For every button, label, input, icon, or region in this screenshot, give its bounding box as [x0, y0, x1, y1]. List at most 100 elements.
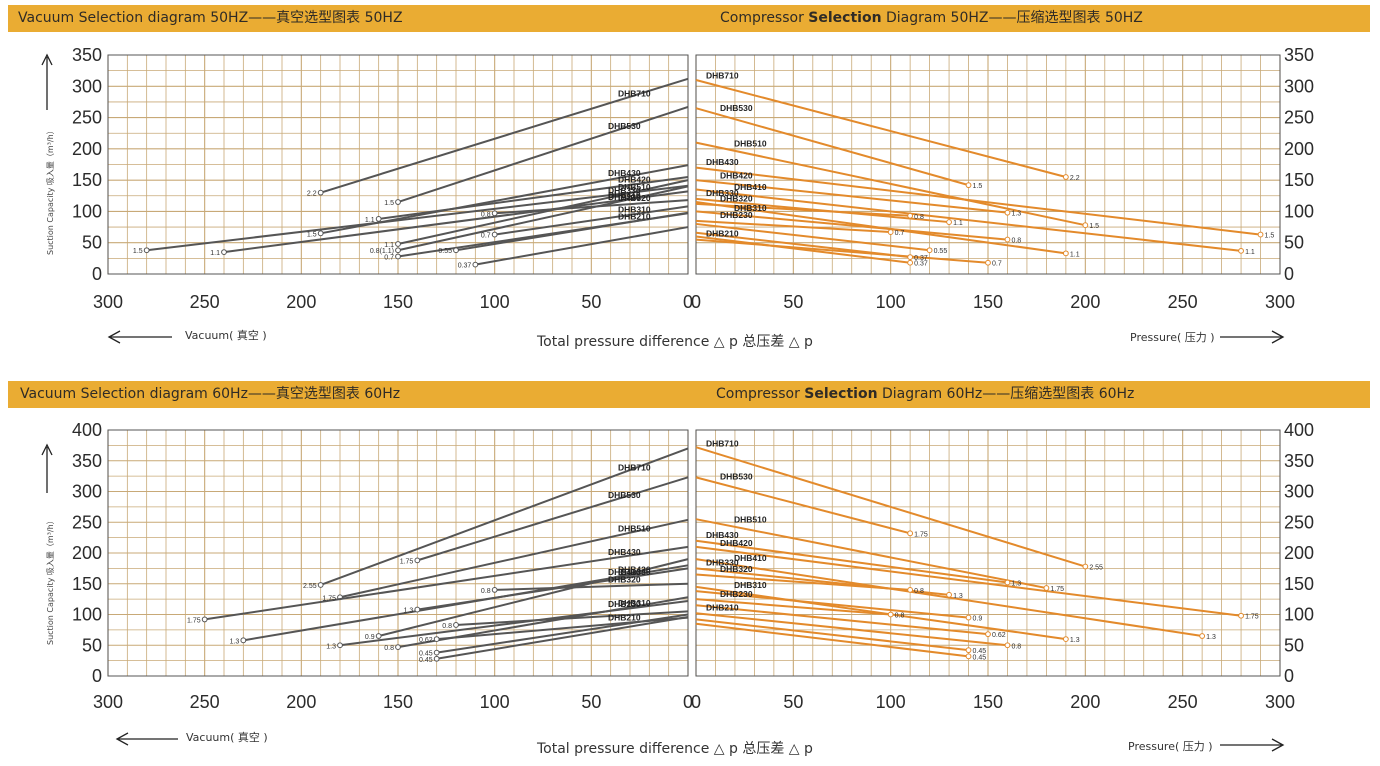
- panel2-end-label-DHB530: 1.75: [400, 558, 414, 565]
- panel0-end-label-DHB410: 1.1: [210, 250, 220, 257]
- panel0-marker-DHB430: [317, 230, 324, 237]
- panel0-ytick: 250: [72, 108, 102, 128]
- bottom-compressor-header: Compressor Selection Diagram 60Hz——压缩选型图…: [698, 381, 1370, 408]
- panel3-end-label-DHB310b: 0.9: [973, 616, 983, 623]
- panel2-xtick: 50: [581, 692, 601, 712]
- panel3-end-label-DHB230b: 0.62: [992, 632, 1006, 639]
- panel1-marker-DHB230: [887, 229, 894, 235]
- panel0-ytick: 200: [72, 139, 102, 159]
- panel1-xtick: 200: [1070, 292, 1100, 312]
- top-ylabel: Suction Capacity 吸入量（m³/h）: [46, 126, 55, 255]
- top-vacuum-arrow-head: [107, 330, 121, 344]
- panel3-end-label-DHB410: 1.3: [1206, 634, 1216, 641]
- panel3-end-label-DHB430: 1.3: [1011, 581, 1021, 588]
- panel3-series-DHB310b: [695, 590, 969, 619]
- panel2-end-label-DHB320: 0.8: [481, 588, 491, 595]
- panel3-series-label-DHB710: DHB710: [706, 438, 739, 448]
- panel0-end-label-DHB430: 1.5: [307, 231, 317, 238]
- panel1-marker-DHB210b: [907, 254, 914, 261]
- panel2-series-label-DHB310: DHB310: [618, 598, 651, 608]
- panel3-ytick: 100: [1284, 605, 1314, 625]
- panel1-end-label-DHB320: 1.1: [1070, 251, 1080, 258]
- panel0-series-label-DHB710: DHB710: [618, 88, 651, 98]
- panel2-marker-DHB210b: [433, 655, 440, 662]
- panel2-marker-DHB330: [414, 606, 421, 613]
- panel1-series-DHB310b: [695, 202, 911, 217]
- panel0-xtick: 50: [581, 292, 601, 312]
- bottom-yaxis-arrow-head: [41, 443, 53, 456]
- panel1-end-label-DHB310b: 0.8: [914, 214, 924, 221]
- panel1-series-label-DHB510: DHB510: [734, 139, 767, 149]
- panel2-series-DHB210c: [436, 613, 689, 654]
- panel3-series-DHB230b: [695, 604, 989, 636]
- panel0-series-DHB310: [494, 205, 689, 236]
- panel1-end-label-DHB210c: 0.37: [914, 261, 928, 268]
- panel3-marker-DHB310: [1062, 636, 1069, 642]
- panel0-ytick: 50: [82, 233, 102, 253]
- panel1-marker-DHB530: [965, 182, 972, 189]
- panel0-series-DHB410: [223, 190, 689, 254]
- panel2-end-label-DHB210c: 0.45: [419, 651, 433, 658]
- panel0-marker-DHB530: [395, 199, 401, 205]
- panel1-marker-DHB210c: [907, 259, 914, 266]
- panel3-end-label-DHB230: 0.8: [895, 613, 905, 620]
- panel1-marker-DHB420: [1004, 209, 1011, 216]
- panel0-marker-DHB320: [491, 210, 498, 217]
- panel1-xtick: 250: [1168, 292, 1198, 312]
- panel2-series-DHB310: [339, 599, 689, 647]
- panel0-series-label-DHB410: DHB410: [608, 190, 641, 200]
- panel1-end-label-DHB210: 0.7: [992, 261, 1002, 268]
- panel3-series-DHB210c: [695, 622, 969, 658]
- panel2-marker-DHB310: [337, 642, 343, 649]
- panel0-series-label-DHB530: DHB530: [608, 121, 641, 131]
- top-yaxis-arrow-head: [41, 53, 53, 66]
- panel3-ytick: 50: [1284, 635, 1304, 655]
- panel2-end-label-DHB330: 1.3: [404, 608, 414, 615]
- panel2-end-label-DHB230: 0.8: [384, 645, 394, 652]
- panel1-marker-DHB710: [1062, 174, 1069, 180]
- panel3-marker-DHB330: [946, 591, 952, 598]
- top-compressor-title-a: Compressor: [720, 10, 809, 26]
- panel0-ytick: 150: [72, 170, 102, 190]
- top-compressor-title-c: Diagram 50HZ——压缩选型图表 50HZ: [881, 10, 1143, 26]
- panel3-marker-DHB230: [887, 611, 894, 618]
- panel0-marker-DHB710: [317, 189, 324, 196]
- panel2-xtick: 150: [383, 692, 413, 712]
- panel0-xtick: 250: [190, 292, 220, 312]
- panel3-xtick: 100: [876, 692, 906, 712]
- panel1-end-label-DHB210b: 0.37: [914, 255, 928, 262]
- panel3-end-label-DHB320: 0.8: [914, 588, 924, 595]
- panel3-end-label-DHB330: 1.3: [953, 593, 963, 600]
- panel0-marker-DHB420: [375, 216, 382, 222]
- bottom-compressor-title: Compressor Selection Diagram 60Hz——压缩选型图…: [716, 381, 1134, 408]
- panel1-series-label-DHB210: DHB210: [706, 228, 739, 238]
- panel1-marker-DHB230b: [926, 247, 933, 254]
- panel0-end-label-DHB230: 0.8(1.1): [370, 248, 394, 255]
- panel1-xtick: 50: [783, 292, 803, 312]
- panel2-ytick: 300: [72, 482, 102, 502]
- panel1-marker-DHB410: [1238, 247, 1244, 254]
- panel1-marker-DHB310b: [907, 212, 914, 219]
- panel0-end-label-DHB230b: 0.55: [438, 248, 452, 255]
- panel1-series-DHB530: [695, 107, 969, 187]
- panel3-series-label-DHB310: DHB310: [734, 580, 767, 590]
- panel1-end-label-DHB230: 0.7: [895, 230, 905, 237]
- panel3-end-label-DHB210: 0.8: [1011, 643, 1021, 650]
- panel3-series-label-DHB430: DHB430: [706, 530, 739, 540]
- panel0-xtick: 0: [683, 292, 693, 312]
- panel3-series-label-DHB210: DHB210: [706, 602, 739, 612]
- panel3-marker-DHB410: [1199, 633, 1206, 639]
- bottom-vacuum-header: Vacuum Selection diagram 60Hz——真空选型图表 60…: [8, 381, 698, 408]
- panel1-series-DHB230: [695, 219, 891, 234]
- panel3-frame: [695, 429, 1281, 677]
- panel2-marker-DHB410: [240, 637, 247, 644]
- panel1-series-DHB310: [695, 210, 1008, 241]
- top-pressure-arrow-head: [1271, 330, 1285, 344]
- panel1-ytick: 0: [1284, 264, 1294, 284]
- panel0-series-DHB210b: [475, 226, 689, 266]
- panel2-marker-DHB430: [201, 616, 208, 623]
- bottom-vacuum-title: Vacuum Selection diagram 60Hz——真空选型图表 60…: [20, 386, 401, 402]
- panel3-series-DHB210: [695, 612, 1008, 647]
- panel1-series-DHB210c: [695, 235, 911, 264]
- panel1-ytick: 150: [1284, 170, 1314, 190]
